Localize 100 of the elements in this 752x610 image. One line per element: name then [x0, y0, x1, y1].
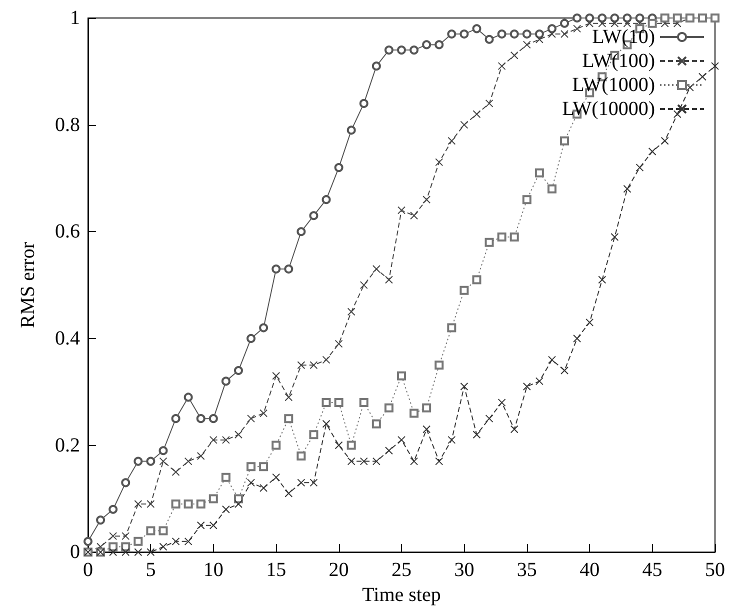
point	[397, 371, 406, 380]
y-tick-label: 0.4	[55, 327, 80, 350]
y-tick-label: 0.6	[55, 220, 80, 243]
y-tick-label: 0	[70, 541, 80, 564]
x-tick-label: 15	[266, 559, 286, 582]
point	[372, 457, 380, 466]
point	[172, 537, 180, 546]
point	[510, 30, 519, 39]
y-tick-label: 0.8	[55, 114, 80, 136]
x-tick-label: 10	[203, 559, 224, 582]
point	[334, 441, 343, 450]
legend-label: LW(1000)	[572, 74, 655, 96]
point	[209, 521, 218, 530]
point	[586, 19, 594, 28]
point	[310, 478, 318, 487]
point	[673, 110, 682, 118]
point	[184, 500, 193, 509]
point	[548, 356, 556, 364]
point	[435, 457, 444, 466]
point	[134, 536, 143, 546]
point	[146, 500, 155, 508]
point	[572, 14, 582, 22]
point	[359, 398, 368, 408]
point	[648, 148, 656, 156]
point	[222, 436, 230, 444]
point	[322, 356, 330, 364]
point	[184, 457, 192, 466]
point	[472, 24, 482, 34]
point	[485, 414, 494, 423]
point	[260, 484, 268, 492]
point	[309, 211, 318, 220]
point	[384, 446, 393, 455]
point	[322, 420, 330, 428]
x-tick-label: 20	[328, 559, 349, 582]
point	[522, 30, 532, 39]
point	[208, 414, 218, 424]
point	[134, 456, 143, 466]
point	[422, 425, 431, 434]
point	[460, 382, 468, 391]
point	[171, 414, 180, 424]
point	[247, 478, 256, 487]
point	[384, 46, 394, 55]
point	[623, 184, 632, 193]
point	[159, 457, 168, 466]
point	[222, 505, 230, 514]
point	[585, 14, 594, 22]
point	[410, 408, 419, 418]
point	[485, 99, 494, 108]
point	[360, 457, 368, 466]
point	[498, 62, 506, 70]
point	[122, 548, 130, 556]
point	[448, 436, 456, 444]
point	[598, 14, 607, 22]
x-tick-label: 30	[454, 559, 474, 582]
point	[422, 403, 432, 412]
y-tick-label: 1	[70, 7, 80, 29]
point	[522, 195, 532, 204]
point	[447, 323, 456, 332]
point	[610, 14, 620, 22]
x-tick-label: 35	[516, 559, 537, 582]
point	[234, 500, 242, 508]
point	[623, 19, 632, 28]
point	[397, 46, 406, 55]
point	[296, 227, 306, 236]
point	[510, 232, 519, 242]
point	[472, 430, 481, 439]
point	[422, 196, 431, 204]
point	[260, 409, 268, 418]
point	[196, 414, 206, 424]
point	[272, 473, 280, 482]
point	[272, 440, 281, 450]
point	[573, 334, 582, 342]
point	[384, 403, 394, 412]
point	[297, 478, 306, 487]
point	[686, 83, 694, 92]
point	[347, 457, 356, 466]
point	[622, 14, 632, 22]
point	[221, 376, 230, 386]
point	[134, 548, 142, 556]
point	[96, 516, 106, 525]
point	[246, 462, 256, 472]
point	[472, 275, 482, 284]
point	[121, 478, 130, 488]
point	[698, 72, 706, 81]
point	[560, 136, 570, 146]
point	[410, 212, 418, 220]
x-tick-label: 50	[705, 559, 725, 582]
point	[447, 30, 456, 39]
point	[636, 164, 644, 172]
point	[472, 110, 481, 118]
legend-label: LW(10)	[592, 26, 655, 48]
legend-label: LW(10000)	[562, 98, 655, 120]
point	[109, 548, 118, 556]
point	[372, 419, 381, 428]
point	[284, 264, 294, 274]
point	[547, 24, 556, 34]
point	[284, 393, 293, 402]
point	[122, 532, 130, 540]
legend-label: LW(100)	[582, 50, 655, 72]
point	[171, 500, 180, 509]
